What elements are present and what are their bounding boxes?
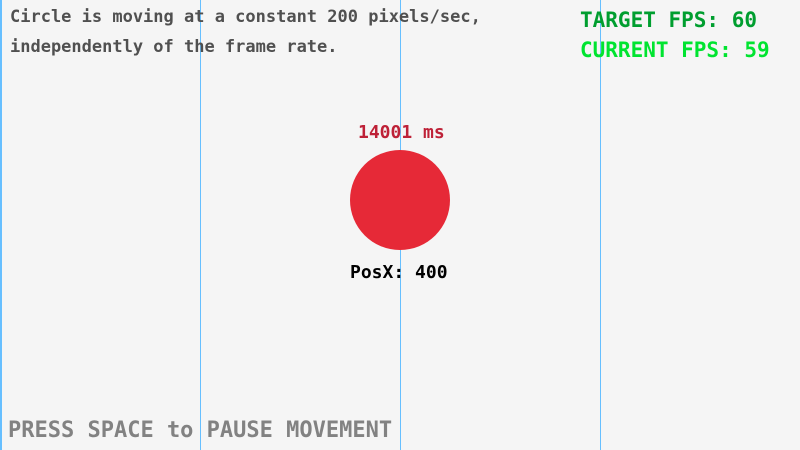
target-fps-label: TARGET FPS: 60 xyxy=(580,8,758,32)
current-fps-label: CURRENT FPS: 59 xyxy=(580,38,770,62)
moving-circle xyxy=(350,150,450,250)
gridline xyxy=(599,0,601,450)
pause-hint: PRESS SPACE to PAUSE MOVEMENT xyxy=(8,418,393,443)
posx-label: PosX: 400 xyxy=(350,262,448,283)
gridline xyxy=(0,0,2,450)
gridline xyxy=(199,0,201,450)
timer-label: 14001 ms xyxy=(358,122,445,143)
info-text-line-2: independently of the frame rate. xyxy=(10,37,338,57)
info-text-line-1: Circle is moving at a constant 200 pixel… xyxy=(10,7,481,27)
